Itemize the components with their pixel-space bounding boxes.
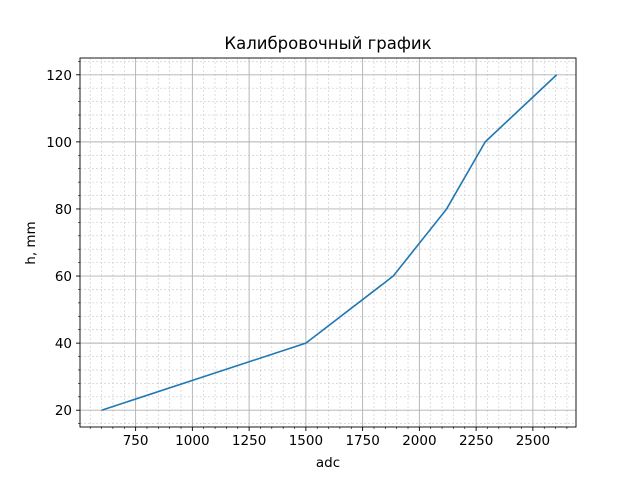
major-grid xyxy=(80,58,576,427)
minor-grid xyxy=(80,58,576,427)
x-tick-label: 750 xyxy=(123,433,149,449)
y-tick-label: 60 xyxy=(55,269,72,285)
plot-frame xyxy=(79,57,577,428)
x-tick-label: 1250 xyxy=(232,433,266,449)
x-tick-label: 1500 xyxy=(289,433,323,449)
series-layer xyxy=(101,74,558,411)
x-tick-label: 2000 xyxy=(402,433,436,449)
y-tick-label: 100 xyxy=(46,135,72,151)
x-axis-ticks: 750 1000 1250 1500 1750 2000 2250 2500 xyxy=(89,427,568,449)
x-tick-label: 2500 xyxy=(516,433,550,449)
x-tick-label: 1000 xyxy=(175,433,209,449)
y-tick-label: 80 xyxy=(55,202,72,218)
y-axis-label: h, mm xyxy=(23,221,39,264)
series-line xyxy=(101,74,558,411)
x-tick-label: 1750 xyxy=(345,433,379,449)
x-axis-label: adc xyxy=(316,455,340,471)
y-tick-label: 40 xyxy=(55,336,72,352)
y-tick-label: 20 xyxy=(55,403,72,419)
y-axis-ticks: 20 40 60 80 100 120 xyxy=(46,61,80,424)
y-tick-label: 120 xyxy=(46,68,72,84)
chart-title: Калибровочный график xyxy=(224,34,431,53)
x-tick-label: 2250 xyxy=(459,433,493,449)
